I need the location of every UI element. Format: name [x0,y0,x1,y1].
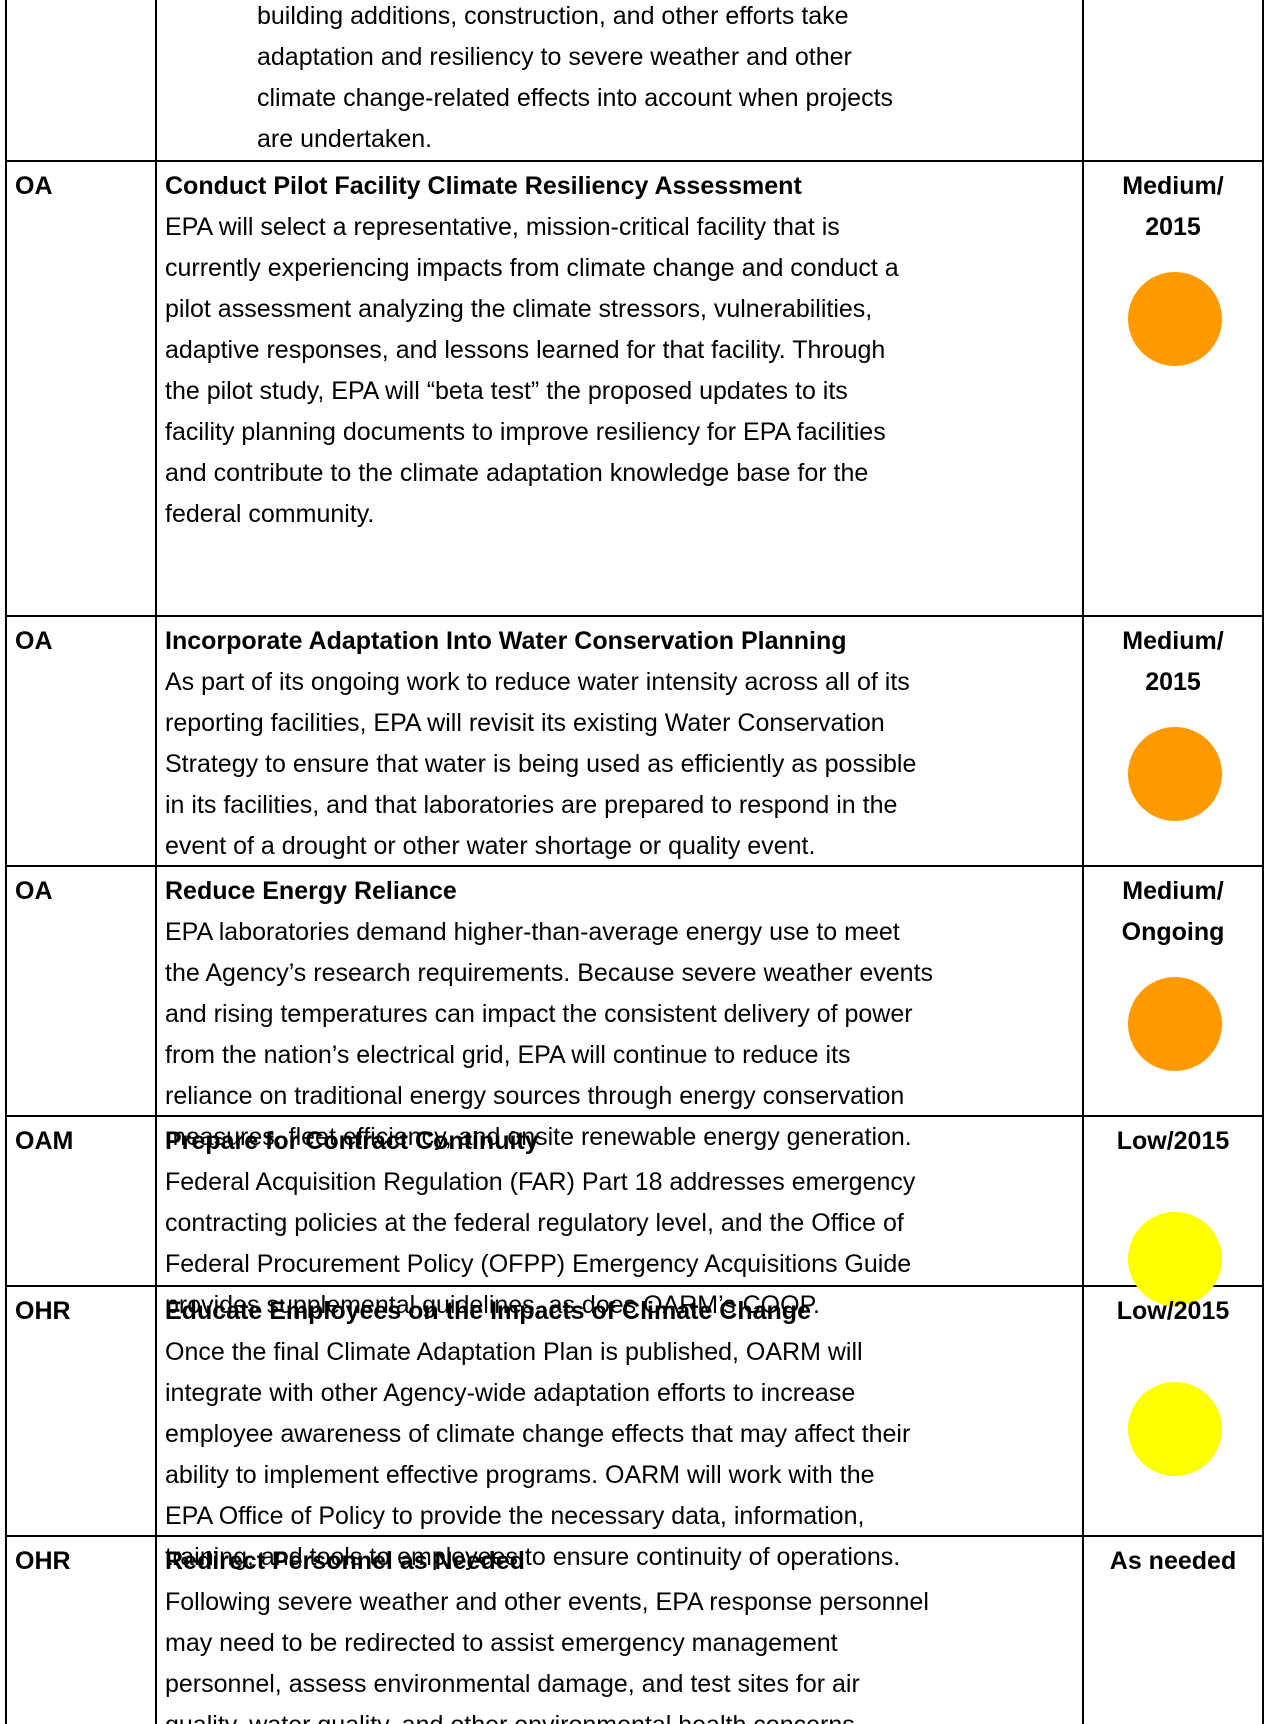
action-description-line: EPA laboratories demand higher-than-aver… [165,918,900,946]
action-description-line: contracting policies at the federal regu… [165,1209,904,1237]
action-description-line: Strategy to ensure that water is being u… [165,750,917,778]
action-description-line: federal community. [165,500,375,528]
priority-label: Ongoing [1121,918,1225,946]
office-cell: OAM [5,1117,155,1285]
priority-label: As needed [1109,1547,1237,1575]
table-row: OHR Educate Employees on the Impacts of C… [5,1287,1264,1571]
priority-cell [1082,0,1264,160]
office-code: OA [15,627,53,655]
action-cell: Prepare for Contract Continuity Federal A… [155,1117,1082,1319]
action-description-line: integrate with other Agency-wide adaptat… [165,1379,856,1407]
action-description-line: training, and tools to employees to ensu… [165,1543,901,1571]
action-cell: Educate Employees on the Impacts of Clim… [155,1287,1082,1571]
action-description-line: the Agency’s research requirements. Beca… [165,959,934,987]
action-description-line: in its facilities, and that laboratories… [165,791,898,819]
action-description-line: and rising temperatures can impact the c… [165,1000,913,1028]
action-title: Incorporate Adaptation Into Water Conser… [165,627,847,655]
office-code: OA [15,877,53,905]
office-code: OAM [15,1127,74,1155]
action-description-line: are undertaken. [257,125,433,153]
office-cell: OA [5,162,155,615]
priority-label: Medium/ [1122,627,1224,655]
office-code: OA [15,172,53,200]
action-cell: Conduct Pilot Facility Climate Resilienc… [155,162,1082,615]
priority-label: 2015 [1145,668,1201,696]
status-indicator [1128,272,1222,366]
action-description-line: building additions, construction, and ot… [257,2,849,30]
action-description-line: measures, fleet efficiency, and onsite r… [165,1123,912,1151]
office-code: OHR [15,1547,71,1575]
priority-label: Low/2015 [1116,1127,1230,1155]
office-cell: OHR [5,1287,155,1535]
action-description-line: adaptation and resiliency to severe weat… [257,43,852,71]
status-indicator [1128,1212,1222,1306]
table-row: OA Reduce Energy Reliance EPA laboratories… [5,867,1264,1151]
action-description-line: the pilot study, EPA will “beta test” th… [165,377,848,405]
action-description-line: EPA Office of Policy to provide the nece… [165,1502,865,1530]
status-indicator [1128,727,1222,821]
action-description-line: Federal Acquisition Regulation (FAR) Par… [165,1168,916,1196]
action-title: Redirect Personnel as Needed [165,1547,525,1575]
status-indicator [1128,1382,1222,1476]
status-indicator [1128,977,1222,1071]
action-description-line: reporting facilities, EPA will revisit i… [165,709,885,737]
action-description-line: ability to implement effective programs.… [165,1461,875,1489]
action-description-line: reliance on traditional energy sources t… [165,1082,905,1110]
priority-label: 2015 [1145,213,1201,241]
office-cell: OHR [5,1537,155,1724]
table-row: OHR Redirect Personnel as Needed Following… [5,1537,1264,1724]
priority-cell: As needed [1082,1537,1264,1724]
action-description-line: Once the final Climate Adaptation Plan i… [165,1338,863,1366]
action-cell: Incorporate Adaptation Into Water Conser… [155,617,1082,865]
action-description-line: and contribute to the climate adaptation… [165,459,869,487]
priority-label: Medium/ [1122,172,1224,200]
priority-cell: Medium/2015 [1082,162,1264,615]
priority-cell: Low/2015 [1082,1287,1264,1535]
action-title: Educate Employees on the Impacts of Clim… [165,1297,811,1325]
office-code: OHR [15,1297,71,1325]
action-description-line: pilot assessment analyzing the climate s… [165,295,873,323]
action-description-line: quality, water quality, and other enviro… [165,1705,1074,1724]
table-row: OAM Prepare for Contract Continuity Federa… [5,1117,1264,1319]
action-cell: Reduce Energy Reliance EPA laboratories d… [155,867,1082,1151]
table-row: OA Incorporate Adaptation Into Water Cons… [5,617,1264,867]
action-cell: Redirect Personnel as Needed Following se… [155,1537,1082,1724]
action-title: Reduce Energy Reliance [165,877,457,905]
action-description-line: may need to be redirected to assist emer… [165,1629,838,1657]
action-description-line: As part of its ongoing work to reduce wa… [165,668,910,696]
priority-cell: Medium/2015 [1082,617,1264,865]
action-description-line: from the nation’s electrical grid, EPA w… [165,1041,851,1069]
office-cell: OA [5,617,155,865]
priority-cell: Medium/Ongoing [1082,867,1264,1115]
action-description-line: climate change-related effects into acco… [257,84,894,112]
action-description-line: adaptive responses, and lessons learned … [165,336,886,364]
action-description-line: currently experiencing impacts from clim… [165,254,899,282]
office-cell [5,0,155,160]
action-description-line: event of a drought or other water shorta… [165,832,816,860]
action-description-line: Federal Procurement Policy (OFPP) Emerge… [165,1250,912,1278]
office-cell: OA [5,867,155,1115]
action-title: Conduct Pilot Facility Climate Resilienc… [165,172,802,200]
priority-label: Low/2015 [1116,1297,1230,1325]
action-title: Prepare for Contract Continuity [165,1127,539,1155]
action-cell: building additions, construction, and ot… [155,0,1082,160]
table-row: building additions, construction, and ot… [5,0,1264,162]
priority-cell: Low/2015 [1082,1117,1264,1306]
action-description-line: Following severe weather and other event… [165,1588,929,1616]
action-description-line: employee awareness of climate change eff… [165,1420,911,1448]
table-row: OA Conduct Pilot Facility Climate Resilie… [5,162,1264,617]
action-description-line: EPA will select a representative, missio… [165,213,840,241]
action-description-line: personnel, assess environmental damage, … [165,1670,860,1698]
action-description-line: provides supplemental guidelines, as doe… [165,1291,820,1319]
action-description-line: facility planning documents to improve r… [165,418,886,446]
priority-label: Medium/ [1122,877,1224,905]
